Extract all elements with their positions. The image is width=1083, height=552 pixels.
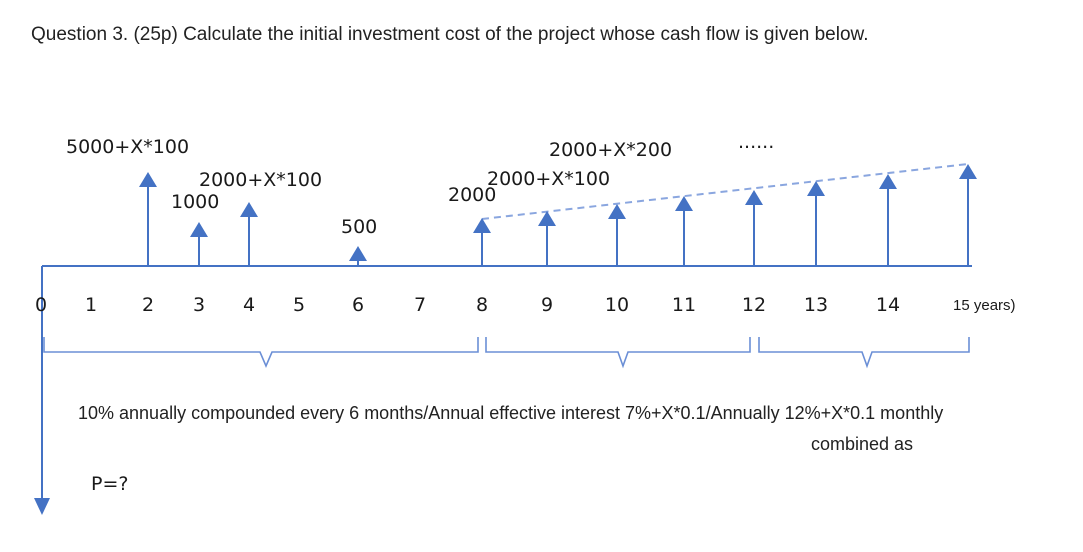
cash-flow-arrows: [139, 164, 977, 266]
cash-flow-label-period-6: 500: [341, 216, 377, 238]
cash-flow-label-period-3: 1000: [171, 191, 219, 213]
tick-label-0: 0: [35, 294, 47, 316]
cash-flow-arrow-head-8: [473, 218, 491, 233]
tick-label-14: 14: [876, 294, 900, 316]
time-axis-ticks: 0 1 2 3 4 5 6 7 8 9 10 11 12 13 14 15 years): [35, 294, 1016, 316]
present-value-label: P=?: [91, 473, 128, 495]
gradient-dashed-line: [481, 163, 969, 220]
tick-label-11: 11: [672, 294, 696, 316]
tick-label-2: 2: [142, 294, 154, 316]
cash-flow-arrow-head-4: [240, 202, 258, 217]
initial-investment-arrow-head: [34, 498, 50, 515]
brace-period-12-15: [758, 337, 970, 369]
cash-flow-label-period-4: 2000+X*100: [199, 169, 322, 191]
cash-flow-arrow-head-14: [879, 174, 897, 189]
cash-flow-label-period-9: 2000+X*100: [487, 168, 610, 190]
tick-label-10: 10: [605, 294, 629, 316]
cash-flow-label-period-8: 2000: [448, 184, 496, 206]
cash-flow-arrow-head-10: [608, 204, 626, 219]
tick-label-13: 13: [804, 294, 828, 316]
interest-note-line-2: combined as: [811, 434, 913, 454]
tick-label-1: 1: [85, 294, 97, 316]
question-text: Question 3. (25p) Calculate the initial …: [31, 24, 869, 45]
tick-label-6: 6: [352, 294, 364, 316]
tick-label-9: 9: [541, 294, 553, 316]
cash-flow-label-period-10: 2000+X*200: [549, 139, 672, 161]
continuation-dots: ......: [738, 131, 774, 153]
cash-flow-label-period-2: 5000+X*100: [66, 136, 189, 158]
tick-label-3: 3: [193, 294, 205, 316]
cash-flow-arrow-head-3: [190, 222, 208, 237]
cash-flow-arrow-head-13: [807, 181, 825, 196]
tick-label-4: 4: [243, 294, 255, 316]
interest-note-line-1: 10% annually compounded every 6 months/A…: [78, 403, 943, 423]
tick-label-15: 15 years): [953, 297, 1016, 314]
brace-period-0-8: [43, 337, 479, 369]
brace-period-8-12: [485, 337, 751, 369]
cash-flow-arrow-head-9: [538, 211, 556, 226]
cash-flow-arrow-head-15: [959, 164, 977, 179]
tick-label-5: 5: [293, 294, 305, 316]
cash-flow-arrow-head-6: [349, 246, 367, 261]
tick-label-7: 7: [414, 294, 426, 316]
cash-flow-arrow-head-12: [745, 190, 763, 205]
tick-label-8: 8: [476, 294, 488, 316]
tick-label-12: 12: [742, 294, 766, 316]
cash-flow-arrow-head-2: [139, 172, 157, 187]
cash-flow-arrow-head-11: [675, 196, 693, 211]
